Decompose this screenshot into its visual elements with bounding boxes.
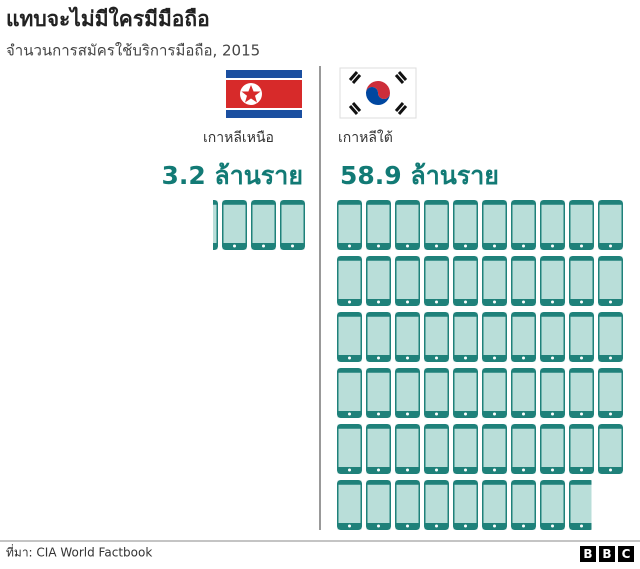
phone-icon xyxy=(424,480,449,530)
phone-icon xyxy=(540,368,565,418)
value-label: 58.9 ล้านราย xyxy=(340,161,499,190)
phone-icon xyxy=(511,200,536,250)
phone-icon xyxy=(482,256,507,306)
svg-text:B: B xyxy=(583,547,592,561)
phone-icon xyxy=(395,312,420,362)
svg-text:C: C xyxy=(622,547,631,561)
flag-south-korea xyxy=(339,67,417,119)
phone-icon xyxy=(424,256,449,306)
phone-icon xyxy=(222,200,247,250)
phone-icon xyxy=(337,200,362,250)
phone-icon xyxy=(569,480,592,530)
phone-icon xyxy=(453,200,478,250)
phone-icon xyxy=(482,424,507,474)
phone-icon xyxy=(540,200,565,250)
source: ที่มา: CIA World Factbook xyxy=(6,544,152,560)
phone-icon xyxy=(482,200,507,250)
svg-text:B: B xyxy=(602,547,611,561)
phone-icon xyxy=(598,424,623,474)
phone-icon xyxy=(598,256,623,306)
phone-icon xyxy=(280,200,305,250)
phone-icon xyxy=(482,312,507,362)
phone-icon xyxy=(395,256,420,306)
phone-icon xyxy=(366,480,391,530)
chart-subtitle: จำนวนการสมัครใช้บริการมือถือ, 2015 xyxy=(6,42,260,60)
phone-icon xyxy=(569,424,594,474)
phone-icon xyxy=(213,200,218,250)
category-label: เกาหลีเหนือ xyxy=(203,130,274,146)
phone-icon xyxy=(598,200,623,250)
phone-icon xyxy=(482,368,507,418)
phone-icon xyxy=(337,480,362,530)
phone-icon xyxy=(453,480,478,530)
bbc-logo: B B C xyxy=(580,546,634,562)
phone-icon xyxy=(540,480,565,530)
phone-icon xyxy=(569,368,594,418)
phone-icon xyxy=(337,312,362,362)
phone-icon xyxy=(251,200,276,250)
phone-icon xyxy=(424,424,449,474)
phone-icon xyxy=(540,424,565,474)
phone-icon xyxy=(511,480,536,530)
phone-icon xyxy=(511,256,536,306)
chart-title: แทบจะไม่มีใครมีมือถือ xyxy=(6,6,210,31)
phone-icon xyxy=(598,312,623,362)
phone-icon xyxy=(395,200,420,250)
phone-icon xyxy=(424,368,449,418)
phone-icon xyxy=(337,368,362,418)
phone-icon xyxy=(395,480,420,530)
phone-icon xyxy=(569,200,594,250)
phone-icon xyxy=(366,256,391,306)
category-label: เกาหลีใต้ xyxy=(338,129,393,146)
phone-icon xyxy=(395,424,420,474)
flag-north-korea xyxy=(226,70,302,118)
phone-icon xyxy=(540,256,565,306)
phone-icon xyxy=(453,312,478,362)
phone-icon xyxy=(482,480,507,530)
phone-icon xyxy=(424,200,449,250)
phone-icon xyxy=(366,200,391,250)
phone-icon xyxy=(511,312,536,362)
phone-icon xyxy=(569,256,594,306)
phone-icon xyxy=(540,312,565,362)
phone-icon xyxy=(453,368,478,418)
phone-icon xyxy=(569,312,594,362)
phone-icon xyxy=(453,256,478,306)
phone-icon xyxy=(598,368,623,418)
phone-icon xyxy=(511,424,536,474)
value-label: 3.2 ล้านราย xyxy=(161,161,303,190)
phone-icon xyxy=(366,368,391,418)
phone-icon xyxy=(337,424,362,474)
phone-icon xyxy=(424,312,449,362)
phone-icon xyxy=(337,256,362,306)
phone-icon xyxy=(511,368,536,418)
phone-icon xyxy=(366,424,391,474)
phone-icon xyxy=(395,368,420,418)
phone-icon xyxy=(366,312,391,362)
phone-icon xyxy=(453,424,478,474)
